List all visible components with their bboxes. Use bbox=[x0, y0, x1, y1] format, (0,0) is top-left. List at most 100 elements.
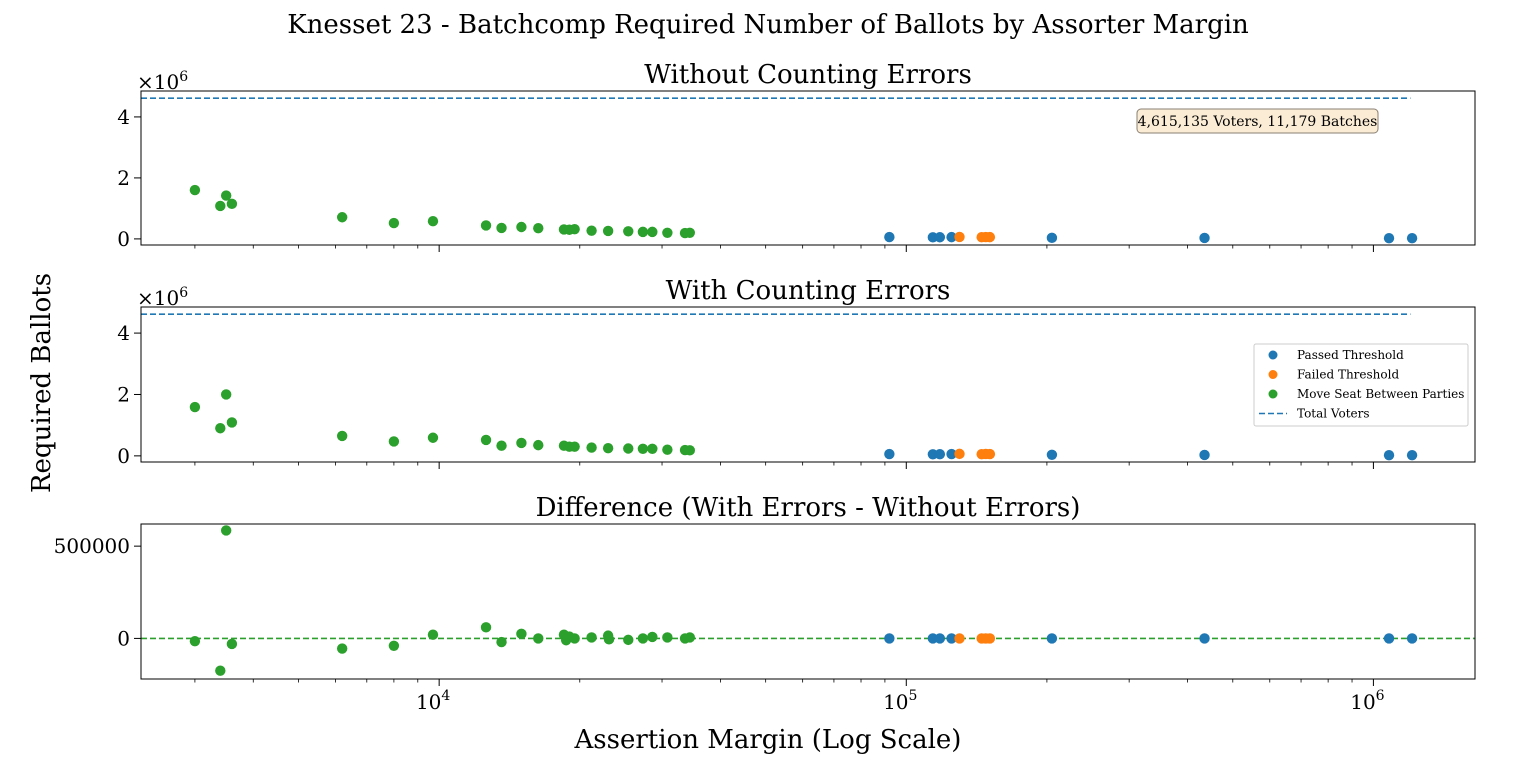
annotation-box bbox=[1136, 108, 1379, 134]
series-passed-threshold bbox=[884, 231, 1418, 244]
panel-title: Without Counting Errors bbox=[644, 60, 972, 90]
data-point bbox=[226, 198, 238, 210]
x-tick-exponent: 6 bbox=[1376, 688, 1385, 704]
data-point bbox=[586, 632, 597, 643]
axes-frame bbox=[140, 523, 1476, 680]
data-point bbox=[569, 633, 580, 644]
data-point bbox=[884, 231, 895, 243]
y-tick-label: 0 bbox=[117, 227, 130, 251]
data-point bbox=[1199, 232, 1210, 244]
x-tick-exponent: 4 bbox=[441, 688, 450, 704]
data-point bbox=[516, 221, 527, 233]
legend-label: Total Voters bbox=[1297, 407, 1370, 421]
data-point bbox=[946, 448, 957, 460]
y-tick-label: 500000 bbox=[54, 534, 130, 558]
data-point bbox=[533, 633, 544, 644]
data-point bbox=[637, 226, 649, 238]
x-tick-label: 104 bbox=[416, 688, 450, 714]
data-point bbox=[1046, 232, 1058, 244]
data-point bbox=[647, 443, 658, 455]
y-multiplier-base: ×10 bbox=[137, 70, 179, 94]
data-point bbox=[884, 448, 895, 460]
x-tick-base: 10 bbox=[416, 690, 441, 714]
data-point bbox=[226, 638, 238, 650]
series-move-seat-between-parties bbox=[189, 525, 695, 676]
panel-title: With Counting Errors bbox=[666, 276, 951, 306]
data-point bbox=[220, 525, 232, 536]
y-multiplier-exponent: 6 bbox=[179, 69, 188, 85]
data-point bbox=[336, 212, 348, 223]
data-point bbox=[1383, 633, 1395, 644]
data-point bbox=[934, 449, 946, 460]
data-point bbox=[215, 423, 226, 434]
data-point bbox=[623, 226, 634, 237]
y-multiplier-exponent: 6 bbox=[179, 285, 188, 301]
data-point bbox=[934, 232, 946, 243]
data-point bbox=[637, 633, 649, 644]
legend-label: Passed Threshold bbox=[1297, 348, 1404, 362]
data-point bbox=[603, 634, 615, 645]
x-tick-label: 105 bbox=[883, 688, 917, 714]
data-point bbox=[946, 633, 957, 644]
series-failed-threshold bbox=[954, 448, 996, 460]
data-point bbox=[189, 184, 201, 196]
data-point bbox=[1383, 449, 1395, 461]
legend-label: Failed Threshold bbox=[1297, 368, 1399, 382]
legend-marker bbox=[1268, 389, 1278, 399]
y-tick-label: 4 bbox=[117, 105, 130, 129]
data-point bbox=[1406, 449, 1418, 461]
data-point bbox=[1406, 633, 1418, 644]
data-point bbox=[647, 226, 658, 238]
panel-title: Difference (With Errors - Without Errors… bbox=[536, 493, 1081, 523]
panel-with-errors: With Counting Errors 0 2 4 ×106 Passed Thresh… bbox=[117, 276, 1476, 469]
y-tick-label: 2 bbox=[117, 382, 130, 406]
y-tick-label: 0 bbox=[117, 444, 130, 468]
panel-difference: Difference (With Errors - Without Errors… bbox=[54, 493, 1476, 714]
series-passed-threshold bbox=[884, 448, 1418, 461]
data-point bbox=[684, 227, 695, 239]
axes-frame bbox=[140, 306, 1476, 463]
data-point bbox=[215, 200, 226, 212]
y-multiplier: ×106 bbox=[137, 285, 188, 310]
data-point bbox=[1406, 233, 1418, 244]
x-tick-exponent: 5 bbox=[909, 688, 918, 704]
data-point bbox=[954, 633, 965, 644]
x-axis-label: Assertion Margin (Log Scale) bbox=[574, 725, 962, 755]
x-tick-label: 106 bbox=[1350, 688, 1384, 714]
data-point bbox=[427, 629, 439, 640]
data-point bbox=[662, 227, 673, 239]
data-point bbox=[516, 628, 527, 639]
data-point bbox=[662, 444, 673, 455]
legend-marker bbox=[1268, 370, 1278, 379]
y-multiplier-base: ×10 bbox=[137, 286, 179, 310]
data-point bbox=[954, 448, 965, 460]
data-point bbox=[480, 220, 492, 231]
data-point bbox=[1046, 449, 1058, 460]
data-point bbox=[934, 633, 946, 644]
data-point bbox=[946, 231, 957, 243]
series-failed-threshold bbox=[954, 231, 996, 243]
annotation-text: 4,615,135 Voters, 11,179 Batches bbox=[1138, 114, 1378, 130]
data-point bbox=[189, 401, 201, 413]
series-failed-threshold bbox=[954, 633, 996, 644]
legend-marker bbox=[1268, 350, 1278, 360]
data-point bbox=[623, 634, 634, 646]
data-point bbox=[516, 437, 527, 449]
panel-without-errors: Without Counting Errors 0 2 4 ×106 4,615,135 … bbox=[117, 60, 1476, 252]
data-point bbox=[226, 417, 238, 428]
data-point bbox=[569, 223, 580, 235]
series-move-seat-between-parties bbox=[189, 389, 695, 456]
data-point bbox=[884, 633, 895, 644]
y-axis-label: Required Ballots bbox=[27, 273, 57, 493]
data-point bbox=[602, 225, 614, 237]
data-point bbox=[602, 442, 614, 454]
x-tick-base: 10 bbox=[883, 690, 908, 714]
legend-label: Move Seat Between Parties bbox=[1297, 387, 1464, 401]
data-point bbox=[215, 665, 226, 676]
data-point bbox=[984, 448, 996, 460]
legend-box bbox=[1253, 343, 1469, 427]
series-move-seat-between-parties bbox=[189, 184, 695, 239]
data-point bbox=[427, 432, 439, 443]
axes-frame bbox=[140, 90, 1476, 246]
legend: Passed Threshold Failed Threshold Move Sea… bbox=[1253, 343, 1469, 427]
